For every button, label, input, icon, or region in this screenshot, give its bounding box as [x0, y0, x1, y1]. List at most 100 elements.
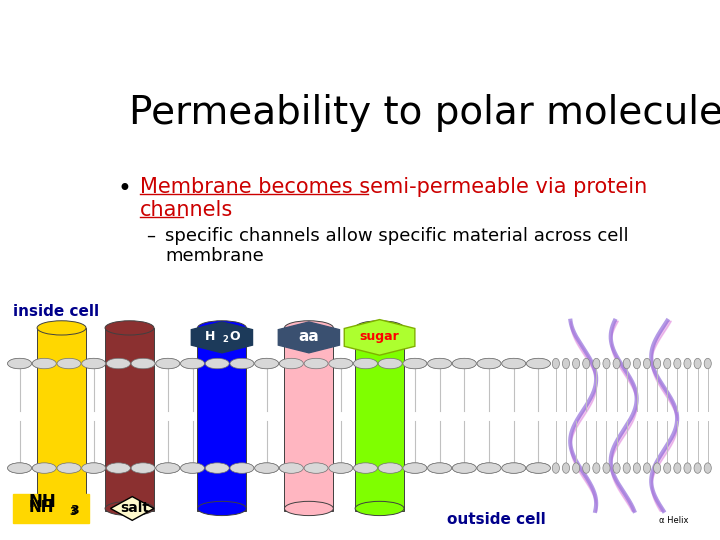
- Circle shape: [354, 463, 377, 473]
- Circle shape: [704, 359, 711, 369]
- Circle shape: [57, 359, 81, 369]
- Circle shape: [8, 359, 32, 369]
- Circle shape: [654, 359, 661, 369]
- Circle shape: [279, 463, 303, 473]
- Circle shape: [107, 359, 130, 369]
- Circle shape: [403, 359, 427, 369]
- Circle shape: [32, 359, 56, 369]
- Ellipse shape: [197, 501, 246, 516]
- Circle shape: [684, 463, 691, 473]
- Circle shape: [230, 359, 254, 369]
- Circle shape: [255, 463, 279, 473]
- Circle shape: [205, 463, 229, 473]
- Circle shape: [378, 359, 402, 369]
- Circle shape: [477, 359, 501, 369]
- Circle shape: [156, 463, 180, 473]
- Circle shape: [403, 359, 427, 369]
- Circle shape: [452, 359, 476, 369]
- Circle shape: [181, 359, 204, 369]
- Circle shape: [279, 463, 303, 473]
- Circle shape: [428, 359, 451, 369]
- Circle shape: [624, 359, 630, 369]
- Circle shape: [593, 463, 600, 473]
- FancyBboxPatch shape: [105, 328, 154, 511]
- Circle shape: [654, 463, 661, 473]
- Circle shape: [674, 463, 681, 473]
- Circle shape: [354, 359, 377, 369]
- Polygon shape: [192, 322, 253, 353]
- Circle shape: [230, 463, 254, 473]
- Circle shape: [205, 359, 229, 369]
- Text: •: •: [118, 177, 132, 201]
- Circle shape: [603, 359, 610, 369]
- Ellipse shape: [284, 501, 333, 516]
- Ellipse shape: [105, 321, 154, 335]
- Circle shape: [57, 359, 81, 369]
- Ellipse shape: [37, 321, 86, 335]
- Circle shape: [8, 463, 32, 473]
- Circle shape: [526, 359, 550, 369]
- Circle shape: [477, 463, 501, 473]
- Circle shape: [526, 463, 550, 473]
- Circle shape: [403, 463, 427, 473]
- Circle shape: [304, 359, 328, 369]
- Circle shape: [107, 359, 130, 369]
- FancyBboxPatch shape: [13, 494, 89, 523]
- FancyBboxPatch shape: [355, 328, 404, 511]
- Circle shape: [156, 359, 180, 369]
- Circle shape: [502, 463, 526, 473]
- Circle shape: [634, 463, 640, 473]
- Circle shape: [329, 359, 353, 369]
- Circle shape: [593, 359, 600, 369]
- Circle shape: [205, 463, 229, 473]
- Circle shape: [181, 463, 204, 473]
- Ellipse shape: [284, 321, 333, 335]
- Ellipse shape: [355, 321, 404, 335]
- Circle shape: [624, 463, 630, 473]
- FancyBboxPatch shape: [197, 328, 246, 511]
- Ellipse shape: [197, 321, 246, 335]
- Circle shape: [674, 359, 681, 369]
- Text: Permeability to polar molecules?: Permeability to polar molecules?: [129, 94, 720, 132]
- Circle shape: [428, 463, 451, 473]
- Circle shape: [156, 359, 180, 369]
- Circle shape: [131, 463, 155, 473]
- Circle shape: [603, 463, 610, 473]
- Circle shape: [131, 359, 155, 369]
- FancyBboxPatch shape: [284, 328, 333, 511]
- Circle shape: [354, 463, 377, 473]
- Circle shape: [582, 463, 590, 473]
- Circle shape: [329, 359, 353, 369]
- Circle shape: [572, 359, 580, 369]
- Circle shape: [644, 463, 651, 473]
- Circle shape: [552, 463, 559, 473]
- Circle shape: [279, 359, 303, 369]
- Circle shape: [634, 359, 640, 369]
- Circle shape: [8, 359, 32, 369]
- Circle shape: [230, 463, 254, 473]
- Text: 3: 3: [70, 504, 78, 517]
- Text: 3: 3: [70, 507, 77, 517]
- Circle shape: [107, 463, 130, 473]
- Circle shape: [562, 359, 570, 369]
- Circle shape: [613, 359, 620, 369]
- Circle shape: [502, 463, 526, 473]
- Circle shape: [32, 463, 56, 473]
- Circle shape: [684, 359, 691, 369]
- Circle shape: [181, 463, 204, 473]
- Circle shape: [694, 463, 701, 473]
- Text: specific channels allow specific material across cell: specific channels allow specific materia…: [166, 227, 629, 245]
- Circle shape: [131, 463, 155, 473]
- Text: NH: NH: [29, 500, 55, 515]
- Text: –: –: [145, 227, 155, 245]
- Polygon shape: [110, 497, 154, 521]
- Circle shape: [354, 359, 377, 369]
- Circle shape: [82, 463, 106, 473]
- Text: channels: channels: [140, 200, 233, 220]
- Text: sugar: sugar: [360, 330, 400, 343]
- Text: aa: aa: [299, 329, 319, 344]
- Circle shape: [378, 463, 402, 473]
- FancyBboxPatch shape: [37, 328, 86, 511]
- Circle shape: [644, 359, 651, 369]
- Circle shape: [562, 463, 570, 473]
